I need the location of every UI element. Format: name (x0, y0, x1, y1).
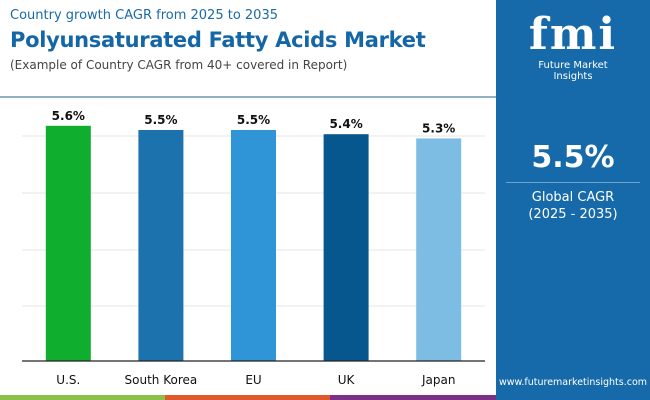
global-cagr-label: Global CAGR (531, 190, 615, 205)
side-panel (496, 0, 650, 400)
bar-u-s- (45, 125, 91, 361)
data-label: 5.4% (329, 117, 362, 131)
x-tick-label: EU (245, 373, 261, 387)
fmi-logo: fmi Future Market Insights (518, 9, 628, 83)
stripe-green (0, 395, 165, 400)
bar-uk (323, 134, 369, 361)
x-tick-label: U.S. (56, 373, 80, 387)
global-cagr-value: 5.5% (531, 140, 615, 175)
data-label: 5.6% (52, 109, 85, 123)
data-label: 5.3% (422, 121, 455, 135)
x-tick-label: Japan (421, 373, 455, 387)
brand-name: Future Market Insights (538, 60, 608, 82)
bar-eu (231, 130, 276, 361)
data-label: 5.5% (144, 113, 177, 127)
chart-subtitle: Country growth CAGR from 2025 to 2035 (10, 8, 278, 23)
data-label: 5.5% (237, 113, 270, 127)
chart-note: (Example of Country CAGR from 40+ covere… (10, 58, 348, 72)
logo-mark: fmi (528, 9, 618, 60)
bar-chart: 5.6% U.S. 5.5% South Korea 5.5% EU 5.4% UK 5.3% J… (22, 109, 485, 387)
bar-japan (416, 138, 462, 361)
stripe-orange (165, 395, 330, 400)
header-divider (0, 96, 496, 98)
global-cagr-period: (2025 - 2035) (528, 207, 618, 222)
x-tick-label: UK (338, 373, 356, 387)
panel-divider (506, 182, 640, 183)
chart-title: Polyunsaturated Fatty Acids Market (10, 28, 426, 52)
x-tick-label: South Korea (125, 373, 198, 387)
stripe-purple (330, 395, 496, 400)
website-link[interactable]: www.futuremarketinsights.com (498, 377, 648, 388)
bar-south-korea (138, 130, 184, 361)
